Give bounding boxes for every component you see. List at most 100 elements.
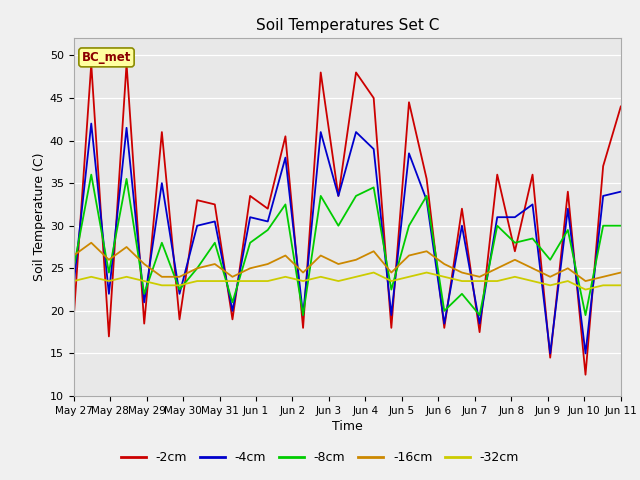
Line: -16cm: -16cm: [74, 243, 621, 281]
-32cm: [175, 282, 183, 288]
X-axis label: Time: Time: [332, 420, 363, 433]
-4cm: [246, 215, 254, 220]
-2cm: [228, 316, 236, 322]
-2cm: [476, 329, 483, 335]
Line: -4cm: -4cm: [74, 123, 621, 353]
-16cm: [228, 274, 236, 280]
-4cm: [405, 150, 413, 156]
-8cm: [246, 240, 254, 246]
-16cm: [317, 252, 324, 258]
-32cm: [405, 274, 413, 280]
-2cm: [158, 129, 166, 135]
-2cm: [440, 325, 448, 331]
-8cm: [264, 227, 271, 233]
-8cm: [423, 193, 431, 199]
-8cm: [175, 287, 183, 292]
-4cm: [123, 125, 131, 131]
-8cm: [387, 287, 395, 292]
-16cm: [193, 265, 201, 271]
-2cm: [300, 325, 307, 331]
-32cm: [387, 278, 395, 284]
-16cm: [88, 240, 95, 246]
-8cm: [476, 312, 483, 318]
-16cm: [476, 274, 483, 280]
-4cm: [511, 215, 519, 220]
-16cm: [599, 274, 607, 280]
-4cm: [564, 206, 572, 212]
-16cm: [387, 270, 395, 276]
-2cm: [511, 248, 519, 254]
-2cm: [335, 193, 342, 199]
-32cm: [582, 287, 589, 292]
-2cm: [140, 321, 148, 326]
-2cm: [282, 133, 289, 139]
-16cm: [617, 270, 625, 276]
-4cm: [88, 120, 95, 126]
-4cm: [458, 223, 466, 228]
-4cm: [264, 218, 271, 224]
-16cm: [405, 252, 413, 258]
-8cm: [300, 312, 307, 318]
-2cm: [599, 163, 607, 169]
-8cm: [458, 291, 466, 297]
-4cm: [599, 193, 607, 199]
-2cm: [246, 193, 254, 199]
-32cm: [352, 274, 360, 280]
-32cm: [370, 270, 378, 276]
-2cm: [547, 355, 554, 360]
-8cm: [158, 240, 166, 246]
-16cm: [493, 265, 501, 271]
-16cm: [282, 252, 289, 258]
-16cm: [440, 261, 448, 267]
-2cm: [370, 95, 378, 101]
-32cm: [547, 282, 554, 288]
-32cm: [476, 278, 483, 284]
-32cm: [228, 278, 236, 284]
-16cm: [352, 257, 360, 263]
-4cm: [387, 312, 395, 318]
-8cm: [370, 184, 378, 190]
-4cm: [105, 291, 113, 297]
-8cm: [564, 227, 572, 233]
-4cm: [423, 197, 431, 203]
-8cm: [599, 223, 607, 228]
-2cm: [493, 172, 501, 178]
-32cm: [493, 278, 501, 284]
-16cm: [529, 265, 536, 271]
-32cm: [599, 282, 607, 288]
-32cm: [282, 274, 289, 280]
Line: -32cm: -32cm: [74, 273, 621, 289]
-8cm: [511, 240, 519, 246]
-16cm: [511, 257, 519, 263]
-8cm: [193, 265, 201, 271]
-32cm: [88, 274, 95, 280]
-16cm: [264, 261, 271, 267]
-32cm: [564, 278, 572, 284]
-8cm: [335, 223, 342, 228]
-16cm: [547, 274, 554, 280]
-4cm: [282, 155, 289, 160]
-4cm: [476, 321, 483, 326]
-2cm: [193, 197, 201, 203]
-4cm: [317, 129, 324, 135]
-16cm: [458, 270, 466, 276]
-4cm: [228, 308, 236, 314]
-2cm: [88, 61, 95, 67]
-8cm: [529, 236, 536, 241]
-4cm: [493, 215, 501, 220]
-8cm: [282, 202, 289, 207]
-32cm: [511, 274, 519, 280]
-8cm: [228, 300, 236, 305]
-2cm: [405, 99, 413, 105]
-32cm: [264, 278, 271, 284]
-32cm: [440, 274, 448, 280]
-2cm: [317, 70, 324, 75]
-16cm: [175, 274, 183, 280]
-4cm: [211, 218, 219, 224]
-32cm: [158, 282, 166, 288]
-2cm: [175, 316, 183, 322]
-4cm: [158, 180, 166, 186]
-4cm: [140, 300, 148, 305]
-8cm: [211, 240, 219, 246]
-16cm: [335, 261, 342, 267]
